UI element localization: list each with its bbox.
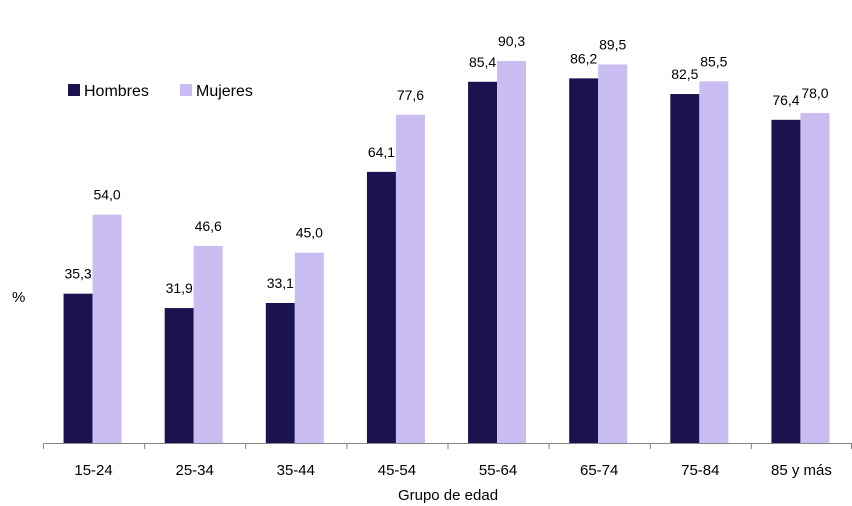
data-label-mujeres: 90,3 <box>498 33 525 49</box>
x-tick-label: 65-74 <box>580 462 618 479</box>
data-label-mujeres: 77,6 <box>397 87 424 103</box>
data-label-hombres: 35,3 <box>64 266 91 282</box>
bar-mujeres <box>598 64 628 443</box>
bar-mujeres <box>92 214 122 443</box>
bar-hombres <box>265 302 295 443</box>
data-label-mujeres: 46,6 <box>195 218 222 234</box>
bar-hombres <box>164 308 194 443</box>
data-label-mujeres: 78,0 <box>801 85 828 101</box>
legend-label-mujeres: Mujeres <box>196 83 253 100</box>
x-tick-label: 45-54 <box>378 462 416 479</box>
data-label-hombres: 82,5 <box>671 66 698 82</box>
data-label-mujeres: 45,0 <box>296 225 323 241</box>
bar-mujeres <box>193 245 223 443</box>
bar-hombres <box>366 171 396 443</box>
bar-mujeres <box>497 61 527 443</box>
x-tick-label: 35-44 <box>277 462 315 479</box>
x-tick-label: 25-34 <box>176 462 214 479</box>
data-labels-layer: 35,3 54,0 31,9 46,6 33,1 45,0 64,1 77,6 85,490,3… <box>64 33 828 296</box>
bar-hombres <box>63 293 93 443</box>
bar-hombres <box>670 94 700 444</box>
data-label-hombres: 85,4 <box>469 54 496 70</box>
x-tick-labels-layer: 15-24 25-34 35-44 45-54 55-64 65-74 75-84 85 y … <box>74 462 831 479</box>
x-axis-title: Grupo de edad <box>398 487 498 504</box>
legend-label-hombres: Hombres <box>84 83 149 100</box>
x-tick-label: 55-64 <box>479 462 517 479</box>
data-label-hombres: 76,4 <box>772 92 799 108</box>
legend-swatch-hombres <box>68 84 80 96</box>
x-tick-label: 15-24 <box>74 462 112 479</box>
data-label-mujeres: 85,5 <box>700 53 727 69</box>
bar-mujeres <box>699 81 729 444</box>
data-label-mujeres: 89,5 <box>599 36 626 52</box>
y-axis-title: % <box>12 289 25 306</box>
bar-mujeres <box>800 113 830 443</box>
x-tick-label: 85 y más <box>771 462 832 479</box>
data-label-mujeres: 54,0 <box>93 187 120 203</box>
legend-swatch-mujeres <box>180 84 192 96</box>
bar-hombres <box>569 78 599 444</box>
legend: Hombres Mujeres <box>68 83 253 100</box>
bar-hombres <box>771 119 801 443</box>
data-label-hombres: 86,2 <box>570 50 597 66</box>
bar-hombres <box>468 81 498 444</box>
data-label-hombres: 31,9 <box>166 280 193 296</box>
bar-mujeres <box>294 252 324 443</box>
x-tick-label: 75-84 <box>681 462 719 479</box>
bar-mujeres <box>395 114 425 443</box>
data-label-hombres: 64,1 <box>368 144 395 160</box>
data-label-hombres: 33,1 <box>267 275 294 291</box>
bars-layer <box>63 61 830 444</box>
